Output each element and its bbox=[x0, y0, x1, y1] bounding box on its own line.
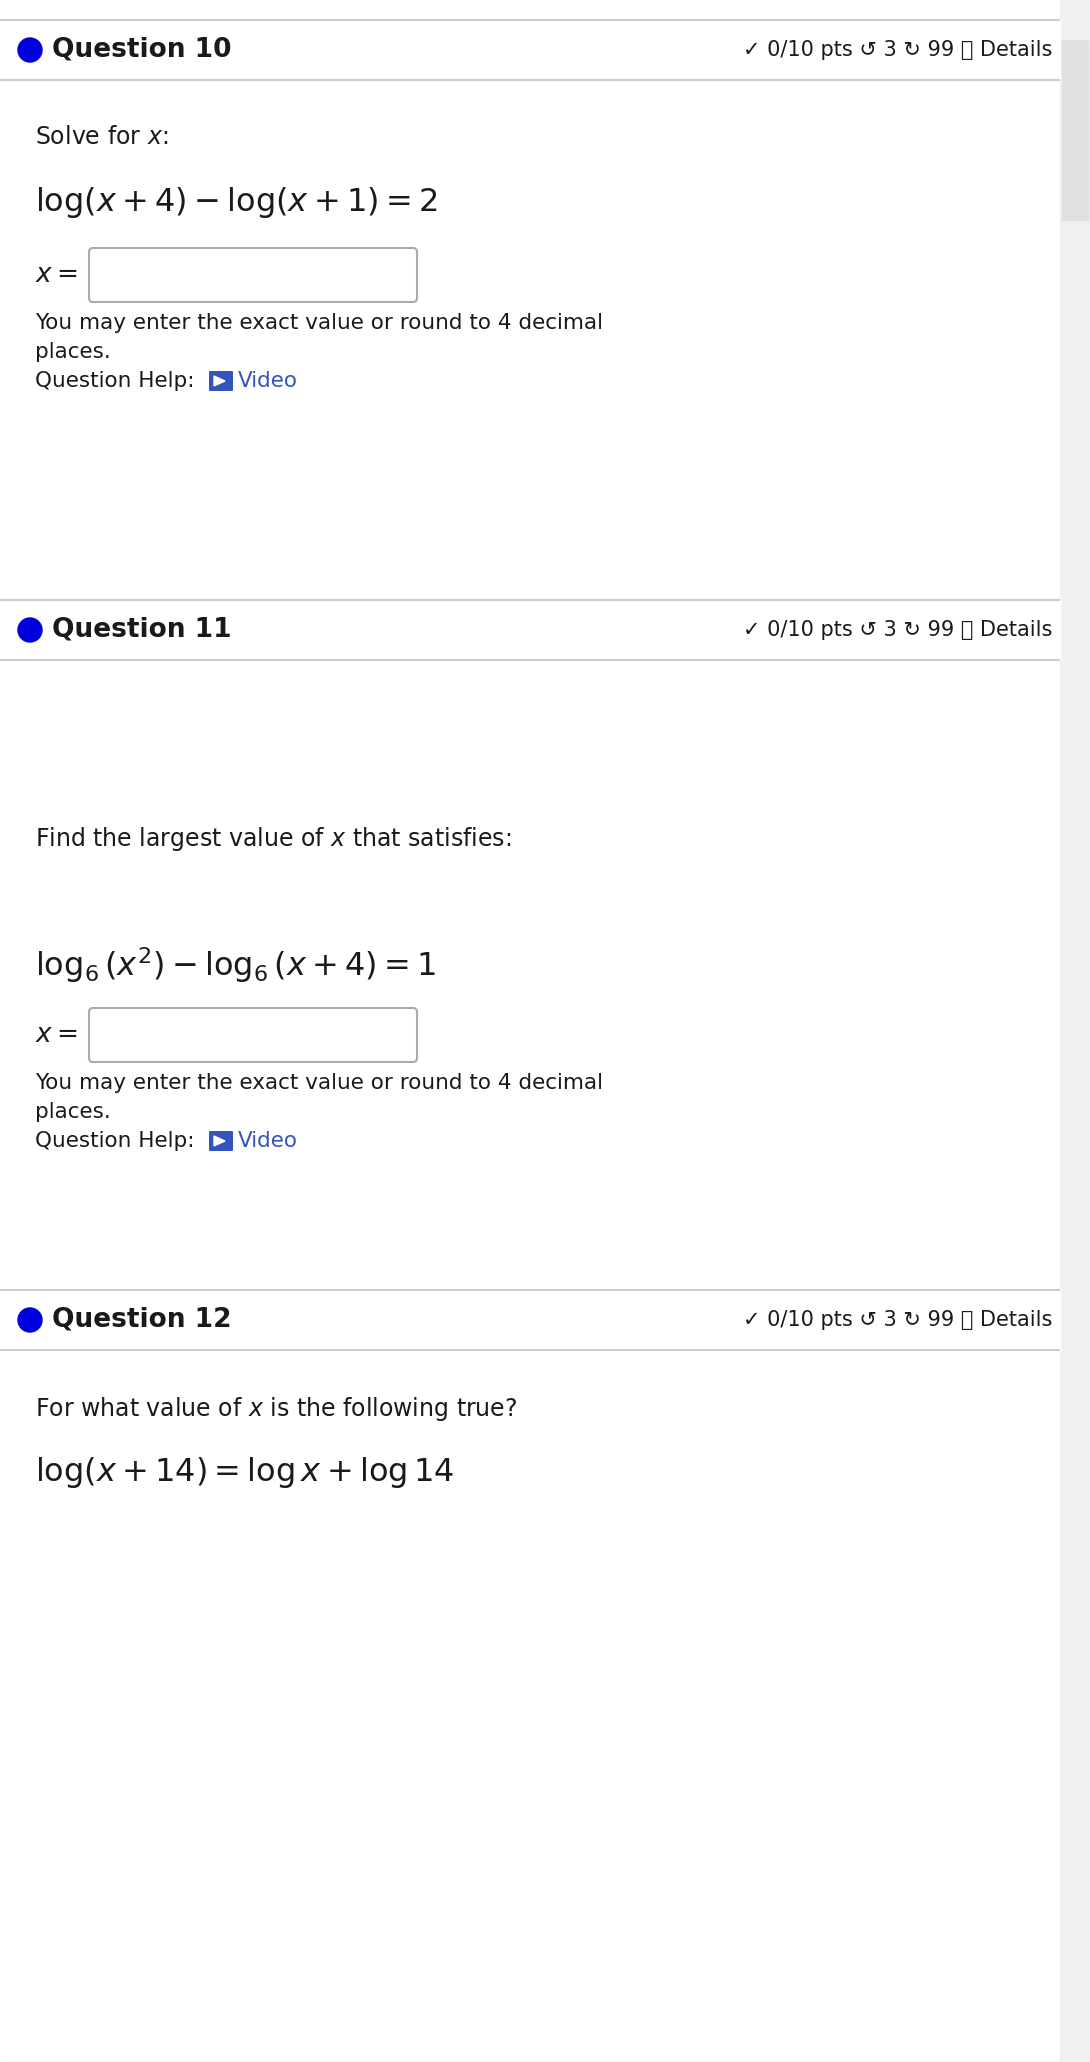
Polygon shape bbox=[214, 375, 225, 386]
Text: Video: Video bbox=[238, 1130, 298, 1151]
Circle shape bbox=[19, 619, 43, 641]
Bar bbox=[0, 1291, 1059, 1351]
Bar bbox=[1062, 39, 1088, 221]
Text: You may enter the exact value or round to 4 decimal
places.: You may enter the exact value or round t… bbox=[35, 1072, 603, 1122]
Text: $x =$: $x =$ bbox=[35, 1023, 77, 1047]
Bar bbox=[0, 600, 1059, 660]
Text: You may enter the exact value or round to 4 decimal
places.: You may enter the exact value or round t… bbox=[35, 313, 603, 361]
Text: ✓ 0/10 pts ↺ 3 ↻ 99 ⓘ Details: ✓ 0/10 pts ↺ 3 ↻ 99 ⓘ Details bbox=[742, 621, 1052, 639]
Text: $\log(x+14) = \log x + \log 14$: $\log(x+14) = \log x + \log 14$ bbox=[35, 1456, 455, 1491]
Text: Question 11: Question 11 bbox=[52, 617, 232, 643]
Text: $\log_6(x^2) - \log_6(x+4) = 1$: $\log_6(x^2) - \log_6(x+4) = 1$ bbox=[35, 944, 436, 986]
Text: For what value of $x$ is the following true?: For what value of $x$ is the following t… bbox=[35, 1396, 518, 1423]
Text: Question Help:: Question Help: bbox=[35, 371, 194, 392]
FancyBboxPatch shape bbox=[209, 371, 233, 392]
Text: Question 10: Question 10 bbox=[52, 37, 231, 64]
Text: Question Help:: Question Help: bbox=[35, 1130, 194, 1151]
Bar bbox=[0, 21, 1059, 80]
Bar bbox=[1059, 0, 1090, 2062]
Text: ✓ 0/10 pts ↺ 3 ↻ 99 ⓘ Details: ✓ 0/10 pts ↺ 3 ↻ 99 ⓘ Details bbox=[742, 39, 1052, 60]
FancyBboxPatch shape bbox=[89, 247, 417, 301]
FancyBboxPatch shape bbox=[89, 1008, 417, 1062]
Circle shape bbox=[19, 37, 43, 62]
Text: ✓ 0/10 pts ↺ 3 ↻ 99 ⓘ Details: ✓ 0/10 pts ↺ 3 ↻ 99 ⓘ Details bbox=[742, 1309, 1052, 1330]
Text: Question 12: Question 12 bbox=[52, 1307, 231, 1332]
Circle shape bbox=[19, 1307, 43, 1332]
Text: Video: Video bbox=[238, 371, 298, 392]
Text: $\log(x+4) - \log(x+1) = 2$: $\log(x+4) - \log(x+1) = 2$ bbox=[35, 186, 437, 221]
FancyBboxPatch shape bbox=[209, 1130, 233, 1151]
Text: Solve for $x$:: Solve for $x$: bbox=[35, 126, 168, 148]
Text: $x =$: $x =$ bbox=[35, 262, 77, 289]
Text: Find the largest value of $x$ that satisfies:: Find the largest value of $x$ that satis… bbox=[35, 825, 511, 854]
Polygon shape bbox=[214, 1136, 225, 1146]
